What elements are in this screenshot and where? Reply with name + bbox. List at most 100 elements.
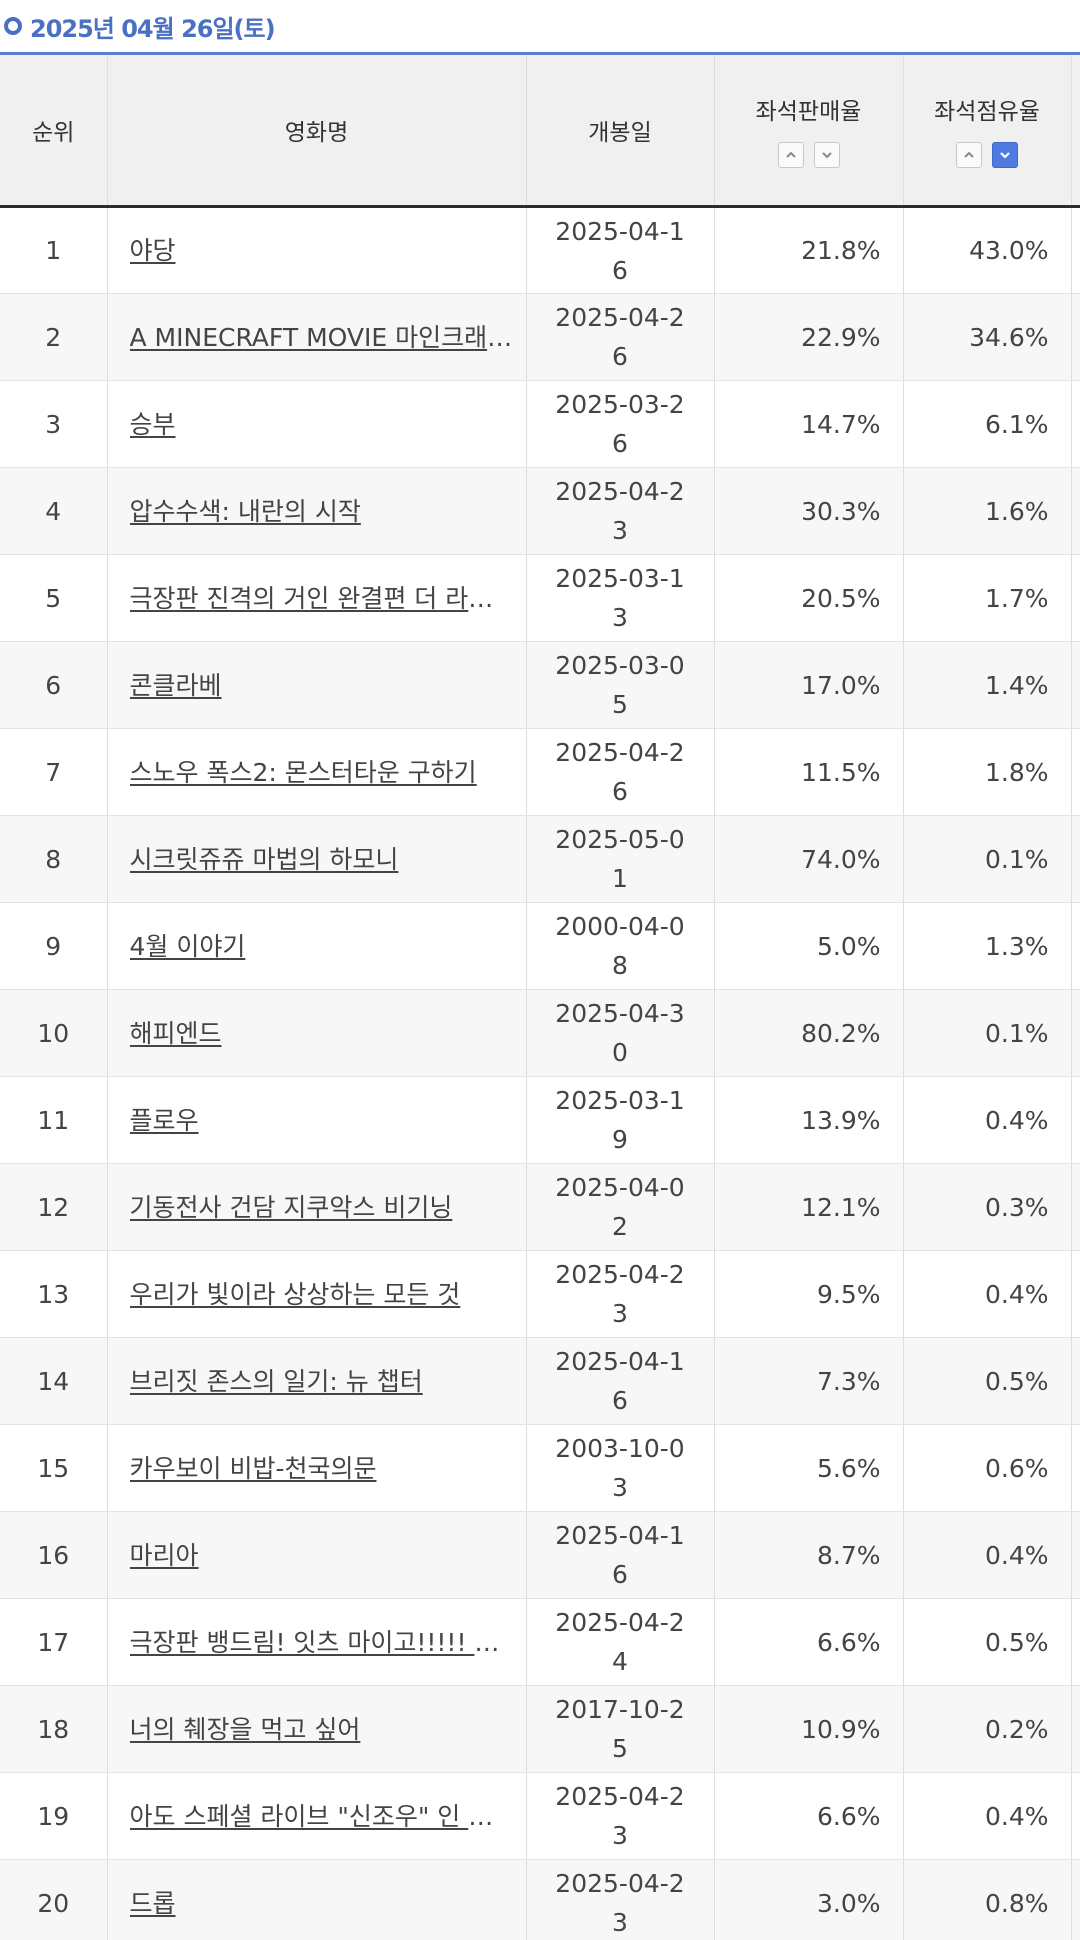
movie-title-link[interactable]: 극장판 진격의 거인 완결편 더 라스트 어택: [129, 583, 516, 613]
release-date-cell: 2017-10-25: [525, 1685, 714, 1773]
seat-sales-cell: 6.6%: [713, 1772, 903, 1860]
movie-title-link[interactable]: 너의 췌장을 먹고 싶어: [129, 1714, 361, 1744]
table-row: 2 A MINECRAFT MOVIE 마인크래프트 무비 2025-04-2622…: [0, 293, 1080, 381]
title-cell: 스노우 폭스2: 몬스터타운 구하기: [106, 728, 526, 816]
movie-title-link[interactable]: 우리가 빛이라 상상하는 모든 것: [129, 1279, 461, 1309]
movie-title-link[interactable]: 극장판 뱅드림! 잇츠 마이고!!!!! 전편: [129, 1627, 516, 1657]
movie-title-link[interactable]: 마리아: [129, 1540, 199, 1570]
seat-sales-cell: 5.0%: [713, 902, 903, 990]
seat-share-cell: 1.7%: [902, 554, 1071, 642]
rank-cell: 18: [0, 1685, 107, 1773]
overflow-cell: [1070, 1598, 1080, 1686]
seat-share-cell: 34.6%: [902, 293, 1071, 381]
rank-cell: 2: [0, 293, 107, 381]
seat-share-cell: 1.8%: [902, 728, 1071, 816]
release-date-cell: 2025-04-23: [525, 467, 714, 555]
title-cell: 야당: [106, 206, 526, 294]
seat-share-cell: 0.4%: [902, 1772, 1071, 1860]
release-date-cell: 2025-04-16: [525, 206, 714, 294]
table-row: 10 해피엔드 2025-04-30 80.2% 0.1%: [0, 989, 1080, 1077]
table-row: 8 시크릿쥬쥬 마법의 하모니 2025-05-01 74.0% 0.1%: [0, 815, 1080, 903]
rank-cell: 10: [0, 989, 107, 1077]
seat-sales-sort-asc-button[interactable]: [777, 142, 804, 168]
movie-title-link[interactable]: 압수수색: 내란의 시작: [129, 496, 361, 526]
release-date-cell: 2025-03-26: [525, 380, 714, 468]
release-date-cell: 2025-04-02: [525, 1163, 714, 1251]
movie-title-link[interactable]: 콘클라베: [129, 670, 222, 700]
seat-share-sort-asc-button[interactable]: [956, 142, 982, 168]
table-row: 7 스노우 폭스2: 몬스터타운 구하기 2025-04-26 11.5% 1.8%: [0, 728, 1080, 816]
seat-share-cell: 0.4%: [902, 1511, 1071, 1599]
seat-share-cell: 0.5%: [902, 1337, 1071, 1425]
rank-column-header: 순위: [0, 53, 107, 208]
movie-title-link[interactable]: A MINECRAFT MOVIE 마인크래프트 무비: [129, 322, 516, 352]
seat-share-column-header: 좌석점유율: [902, 53, 1071, 208]
title-cell: 카우보이 비밥-천국의문: [106, 1424, 526, 1512]
seat-share-cell: 1.6%: [902, 467, 1071, 555]
seat-share-cell: 0.4%: [902, 1250, 1071, 1338]
movie-title-link[interactable]: 시크릿쥬쥬 마법의 하모니: [129, 844, 399, 874]
date-heading-text: 2025년 04월 26일(토): [30, 14, 276, 43]
seat-share-cell: 6.1%: [902, 380, 1071, 468]
seat-sales-cell: 17.0%: [713, 641, 903, 729]
chevron-down-icon: [821, 152, 832, 159]
movie-title-link[interactable]: 야당: [129, 236, 176, 265]
seat-sales-cell: 9.5%: [713, 1250, 903, 1338]
title-cell: 콘클라베: [106, 641, 526, 729]
title-cell: 아도 스페셜 라이브 "신조우" 인 시네마: [106, 1772, 526, 1860]
movie-title-link[interactable]: 승부: [129, 409, 176, 439]
overflow-cell: [1070, 815, 1080, 903]
seat-sales-sort-desc-button[interactable]: [813, 142, 840, 168]
seat-sales-cell: 14.7%: [713, 380, 903, 468]
table-row: 19 아도 스페셜 라이브 "신조우" 인 시네마 2025-04-23 6.6% 0.…: [0, 1772, 1080, 1860]
movie-title-link[interactable]: 아도 스페셜 라이브 "신조우" 인 시네마: [129, 1801, 516, 1831]
release-date-cell: 2025-04-16: [525, 1337, 714, 1425]
seat-sales-cell: 3.0%: [713, 1859, 903, 1940]
release-date-cell: 2025-04-26: [525, 293, 714, 381]
table-row: 5 극장판 진격의 거인 완결편 더 라스트 어택 2025-03-1320.5%1…: [0, 554, 1080, 642]
circle-bullet-icon: [4, 17, 22, 35]
overflow-cell: [1070, 554, 1080, 642]
title-cell: 시크릿쥬쥬 마법의 하모니: [106, 815, 526, 903]
seat-share-cell: 1.4%: [902, 641, 1071, 729]
seat-share-cell: 1.3%: [902, 902, 1071, 990]
movie-title-link[interactable]: 플로우: [129, 1105, 199, 1135]
table-row: 13 우리가 빛이라 상상하는 모든 것 2025-04-23 9.5% 0.4%: [0, 1250, 1080, 1338]
movie-title-link[interactable]: 해피엔드: [129, 1018, 222, 1048]
movie-title-link[interactable]: 카우보이 비밥-천국의문: [129, 1453, 377, 1483]
rank-cell: 7: [0, 728, 107, 816]
seat-sales-cell: 13.9%: [713, 1076, 903, 1164]
release-date-cell: 2025-04-30: [525, 989, 714, 1077]
movie-title-link[interactable]: 브리짓 존스의 일기: 뉴 챕터: [129, 1366, 423, 1396]
overflow-cell: [1070, 1250, 1080, 1338]
movie-title-link[interactable]: 4월 이야기: [129, 931, 246, 961]
rank-cell: 5: [0, 554, 107, 642]
movie-title-link[interactable]: 드롭: [129, 1888, 176, 1918]
rank-cell: 16: [0, 1511, 107, 1599]
release-date-cell: 2025-05-01: [525, 815, 714, 903]
overflow-cell: [1070, 1163, 1080, 1251]
movie-title-link[interactable]: 기동전사 건담 지쿠악스 비기닝: [129, 1192, 453, 1222]
rank-cell: 12: [0, 1163, 107, 1251]
overflow-cell: [1070, 1859, 1080, 1940]
title-cell: 브리짓 존스의 일기: 뉴 챕터: [106, 1337, 526, 1425]
title-cell: 해피엔드: [106, 989, 526, 1077]
title-cell: 마리아: [106, 1511, 526, 1599]
release-column-header: 개봉일: [525, 53, 714, 208]
overflow-cell: [1070, 380, 1080, 468]
overflow-cell: [1070, 728, 1080, 816]
seat-sales-cell: 11.5%: [713, 728, 903, 816]
seat-sales-cell: 5.6%: [713, 1424, 903, 1512]
seat-sales-cell: 20.5%: [713, 554, 903, 642]
rank-cell: 4: [0, 467, 107, 555]
title-cell: 극장판 뱅드림! 잇츠 마이고!!!!! 전편: [106, 1598, 526, 1686]
overflow-cell: [1070, 1337, 1080, 1425]
rank-cell: 6: [0, 641, 107, 729]
movie-title-link[interactable]: 스노우 폭스2: 몬스터타운 구하기: [129, 757, 477, 787]
overflow-cell: [1070, 467, 1080, 555]
overflow-cell: [1070, 641, 1080, 729]
chevron-down-icon: [1000, 152, 1010, 159]
table-row: 12 기동전사 건담 지쿠악스 비기닝 2025-04-02 12.1% 0.3%: [0, 1163, 1080, 1251]
seat-share-sort-desc-button[interactable]: [992, 142, 1018, 168]
